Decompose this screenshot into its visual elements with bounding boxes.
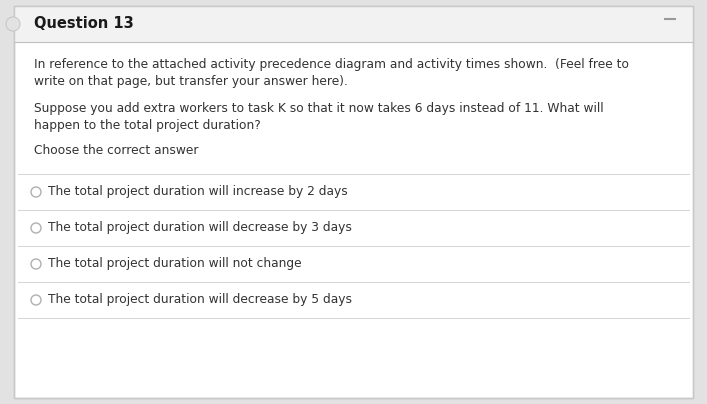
- Text: The total project duration will increase by 2 days: The total project duration will increase…: [48, 185, 348, 198]
- Circle shape: [6, 17, 20, 31]
- Text: In reference to the attached activity precedence diagram and activity times show: In reference to the attached activity pr…: [34, 58, 629, 88]
- Text: The total project duration will decrease by 3 days: The total project duration will decrease…: [48, 221, 352, 234]
- Bar: [14, 6, 693, 42]
- Text: Suppose you add extra workers to task K so that it now takes 6 days instead of 1: Suppose you add extra workers to task K …: [34, 102, 604, 132]
- Text: Question 13: Question 13: [34, 17, 134, 32]
- Text: Choose the correct answer: Choose the correct answer: [34, 144, 199, 157]
- Text: The total project duration will not change: The total project duration will not chan…: [48, 257, 302, 271]
- Text: The total project duration will decrease by 5 days: The total project duration will decrease…: [48, 293, 352, 307]
